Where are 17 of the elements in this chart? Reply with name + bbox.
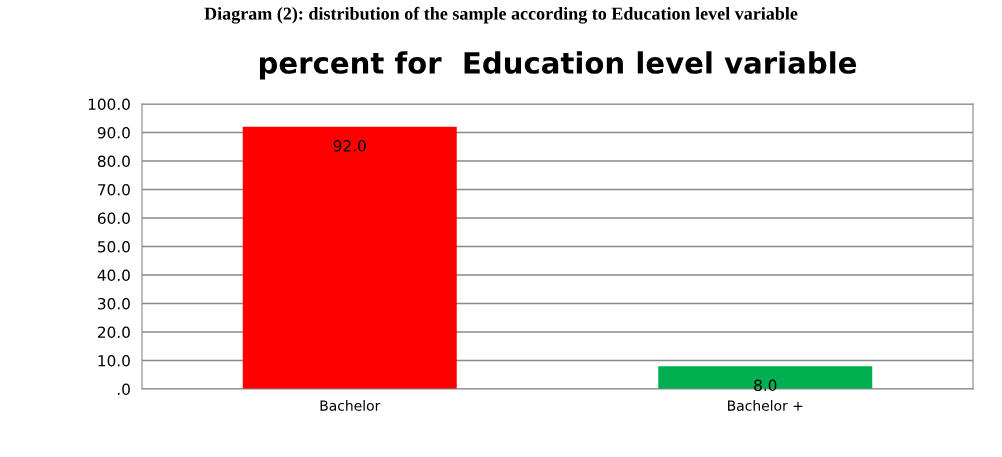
x-tick-label: Bachelor + — [728, 400, 803, 411]
y-tick-label: 40.0 — [97, 269, 130, 282]
y-tick-label: 90.0 — [97, 126, 130, 139]
chart-title: percent for Education level variable — [259, 51, 857, 80]
y-tick-label: 50.0 — [98, 240, 130, 253]
y-tick-label: 10.0 — [98, 354, 130, 367]
x-tick-label: Bachelor — [320, 400, 381, 411]
y-tick-label: 80.0 — [97, 155, 130, 168]
y-tick-label: 60.0 — [97, 212, 130, 225]
y-tick-label: 30.0 — [98, 297, 130, 310]
y-tick-label: .0 — [117, 383, 130, 396]
data-label: 8.0 — [754, 379, 777, 392]
data-label: 92.0 — [333, 140, 366, 152]
y-tick-label: 70.0 — [98, 183, 130, 196]
y-tick-label: 20.0 — [97, 326, 130, 339]
y-tick-label: 100.0 — [88, 98, 130, 111]
text: Diagram (2): distribution of the sample according to Education level variable — [204, 6, 798, 24]
